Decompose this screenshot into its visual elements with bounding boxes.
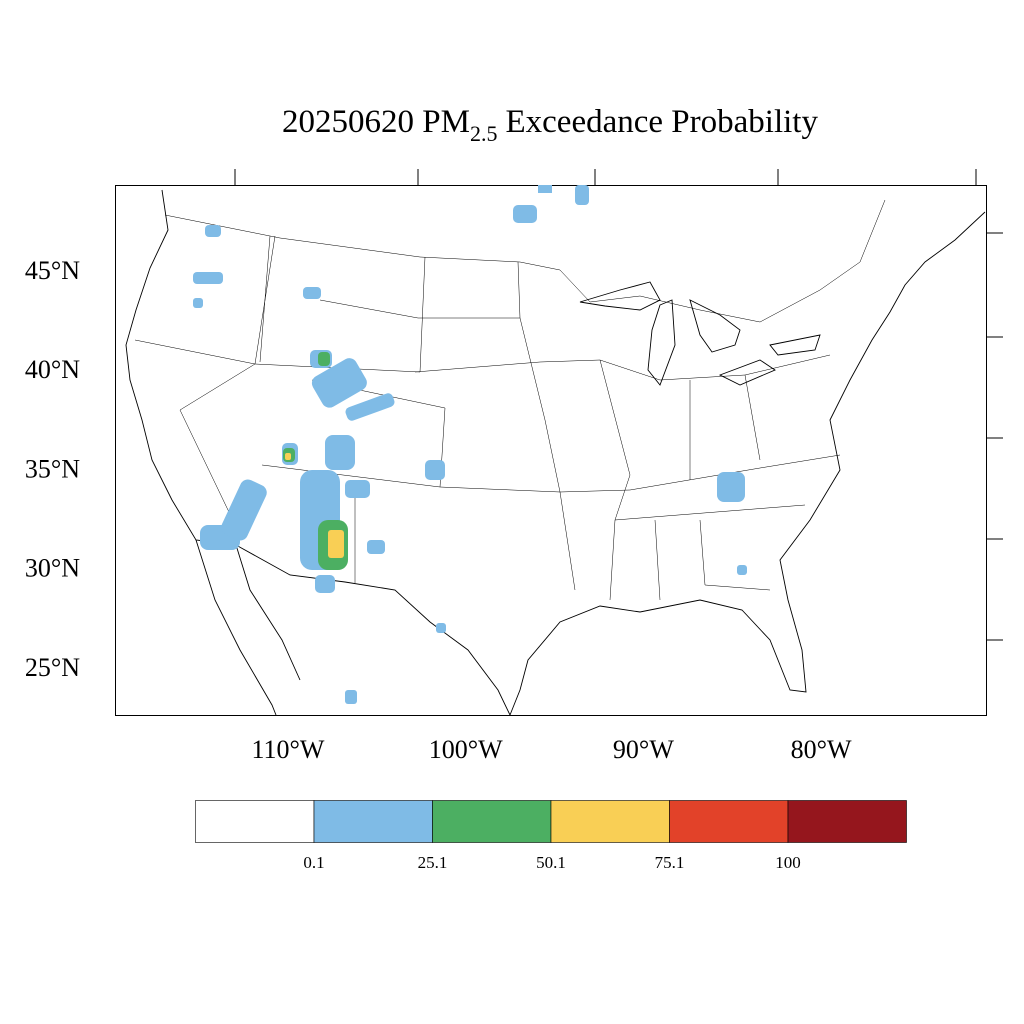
frame-ticks	[234, 169, 1003, 641]
colorbar: 0.1 25.1 50.1 75.1 100	[195, 800, 907, 872]
probability-patch	[345, 480, 370, 498]
title: 20250620 PM2.5 Exceedance Probability	[282, 104, 818, 146]
lat-tick-label: 40°N	[25, 355, 80, 384]
great-lakes	[579, 281, 821, 386]
probability-patch	[367, 540, 385, 554]
colorbar-box	[787, 800, 907, 843]
probability-patch	[315, 575, 335, 593]
lat-tick-label: 45°N	[25, 256, 80, 285]
lon-tick-label: 110°W	[252, 735, 325, 764]
title-prefix: 20250620 PM	[282, 104, 470, 140]
probability-patch	[311, 358, 367, 408]
probability-patch	[575, 185, 589, 205]
probability-patch	[436, 623, 446, 633]
lon-tick-label: 100°W	[429, 735, 503, 764]
probability-patch	[285, 453, 291, 460]
lon-tick-label: 80°W	[791, 735, 852, 764]
colorbar-box	[432, 800, 552, 843]
probability-patch	[325, 435, 355, 470]
probability-patch	[193, 298, 203, 308]
colorbar-label: 100	[775, 853, 801, 872]
probability-patch	[328, 530, 344, 558]
probability-patch	[717, 472, 745, 502]
lon-tick-label: 90°W	[613, 735, 674, 764]
probability-patch	[345, 393, 395, 421]
map: 45°N 40°N 35°N 30°N 25°N 110°W 100°W 90°W 80°W	[25, 169, 1003, 764]
title-suffix: Exceedance Probability	[506, 104, 819, 140]
state-lines	[134, 235, 841, 601]
probability-patch	[205, 225, 221, 237]
lat-tick-label: 25°N	[25, 653, 80, 682]
baja	[195, 539, 301, 716]
colorbar-label: 75.1	[655, 853, 685, 872]
probability-patch	[737, 565, 747, 575]
probability-patch	[538, 185, 552, 193]
colorbar-label: 50.1	[536, 853, 566, 872]
probability-patch	[303, 287, 321, 299]
colorbar-box	[195, 800, 315, 843]
lat-tick-label: 30°N	[25, 554, 80, 583]
map-frame	[115, 185, 987, 716]
probability-patch	[318, 352, 330, 366]
probability-patch	[221, 479, 267, 541]
colorbar-box	[550, 800, 670, 843]
colorbar-box	[669, 800, 789, 843]
border	[164, 199, 886, 323]
title-subscript: 2.5	[470, 121, 498, 146]
probability-patch	[193, 272, 223, 284]
colorbar-box	[313, 800, 433, 843]
probability-patch	[345, 690, 357, 704]
colorbar-label: 0.1	[303, 853, 324, 872]
probability-patch	[513, 205, 537, 223]
lat-tick-label: 35°N	[25, 454, 80, 483]
probability-patch	[425, 460, 445, 480]
colorbar-label: 25.1	[418, 853, 448, 872]
probability-patches	[193, 185, 747, 704]
